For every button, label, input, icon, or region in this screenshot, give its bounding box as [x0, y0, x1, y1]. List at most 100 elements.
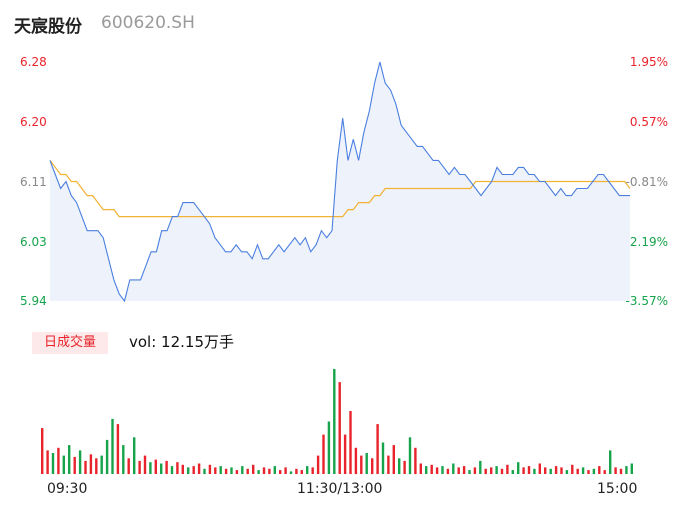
volume-bar	[603, 470, 606, 474]
volume-bar	[192, 466, 195, 474]
volume-bar	[62, 455, 65, 474]
volume-bar	[89, 454, 93, 474]
volume-bar	[500, 468, 504, 475]
volume-bar	[284, 467, 287, 474]
volume-bar	[149, 462, 152, 474]
volume-bar	[533, 468, 536, 475]
volume-bar	[398, 458, 401, 475]
volume-bar	[100, 455, 103, 474]
volume-bar	[273, 466, 276, 474]
pct-tick-label: 0.57%	[629, 115, 668, 129]
volume-bar	[435, 467, 439, 474]
volume-bar	[392, 445, 395, 474]
volume-bar	[176, 462, 179, 474]
volume-bar	[295, 468, 298, 475]
volume-bar	[452, 463, 455, 474]
volume-bar	[133, 437, 136, 475]
volume-bar	[279, 470, 282, 474]
volume-bar	[479, 460, 482, 474]
volume-bar	[538, 463, 541, 474]
volume-bar	[252, 464, 255, 474]
volume-bar	[154, 459, 157, 474]
volume-bar	[571, 464, 574, 474]
volume-bar	[122, 445, 125, 474]
pct-tick-label: 1.95%	[629, 55, 668, 69]
volume-bar	[116, 424, 120, 474]
volume-bar	[57, 447, 60, 475]
volume-bar	[587, 470, 590, 474]
price-tick-label: 6.11	[20, 175, 47, 189]
volume-bar	[544, 467, 547, 474]
volume-bar	[203, 468, 206, 475]
volume-bar	[527, 466, 531, 474]
time-tick-midday: 11:30/13:00	[297, 481, 383, 497]
volume-bar	[338, 382, 341, 474]
volume-bar	[549, 468, 552, 475]
volume-bar	[143, 455, 147, 474]
volume-bar	[581, 467, 585, 474]
stock-code: 600620.SH	[101, 13, 195, 33]
volume-bar	[46, 450, 49, 474]
price-line	[49, 61, 630, 303]
volume-bar	[371, 458, 374, 475]
volume-bar	[425, 466, 428, 474]
volume-bar	[208, 464, 212, 474]
volume-bar	[84, 460, 87, 474]
volume-bar	[511, 470, 514, 474]
volume-bar	[127, 458, 130, 475]
volume-bar	[614, 467, 617, 474]
volume-bar	[230, 467, 233, 474]
volume-bar	[268, 468, 271, 475]
volume-bar	[105, 439, 109, 474]
volume-bar	[241, 466, 244, 474]
pct-tick-label: -0.81%	[625, 175, 668, 189]
volume-bar	[462, 466, 466, 474]
volume-bar	[51, 453, 55, 474]
volume-bar	[598, 466, 601, 474]
volume-bar	[187, 467, 190, 474]
volume-bar	[333, 369, 336, 474]
volume-bar	[360, 455, 363, 474]
volume-summary: vol: 12.15万手	[129, 333, 234, 351]
price-tick-label: 6.28	[20, 55, 47, 69]
volume-bar	[517, 462, 520, 474]
volume-bar	[327, 421, 331, 474]
volume-bar	[490, 467, 493, 474]
volume-bar	[381, 442, 385, 474]
volume-bar	[181, 464, 184, 474]
volume-bar	[446, 468, 450, 475]
volume-bar	[484, 468, 487, 475]
price-tick-label: 6.20	[20, 115, 47, 129]
volume-bar	[592, 468, 596, 475]
volume-bar	[473, 467, 477, 474]
volume-bar	[625, 466, 628, 474]
volume-bar	[414, 447, 417, 475]
price-tick-label: 6.03	[20, 235, 47, 249]
volume-bar	[78, 450, 82, 474]
volume-badge[interactable]: 日成交量	[32, 332, 108, 354]
volume-bar	[609, 450, 612, 474]
pct-tick-label: -2.19%	[625, 235, 668, 249]
pct-tick-label: -3.57%	[625, 294, 668, 308]
volume-bar	[95, 458, 98, 475]
volume-bar	[111, 418, 114, 474]
volume-bar	[306, 466, 309, 474]
volume-bar	[419, 463, 422, 474]
volume-bar	[430, 464, 433, 474]
volume-bar	[214, 467, 217, 474]
volume-bar	[630, 463, 633, 474]
volume-bar	[365, 453, 368, 474]
volume-bar	[565, 470, 569, 474]
time-tick-open: 09:30	[47, 481, 88, 497]
volume-bar	[170, 466, 174, 474]
volume-bar	[349, 411, 352, 474]
volume-bar	[343, 434, 347, 474]
volume-bar	[68, 445, 71, 474]
volume-bar	[41, 428, 44, 474]
volume-bar	[576, 468, 579, 475]
price-tick-label: 5.94	[20, 294, 47, 308]
volume-bar	[73, 456, 76, 474]
volume-bar	[468, 470, 471, 474]
volume-bar	[522, 467, 525, 474]
